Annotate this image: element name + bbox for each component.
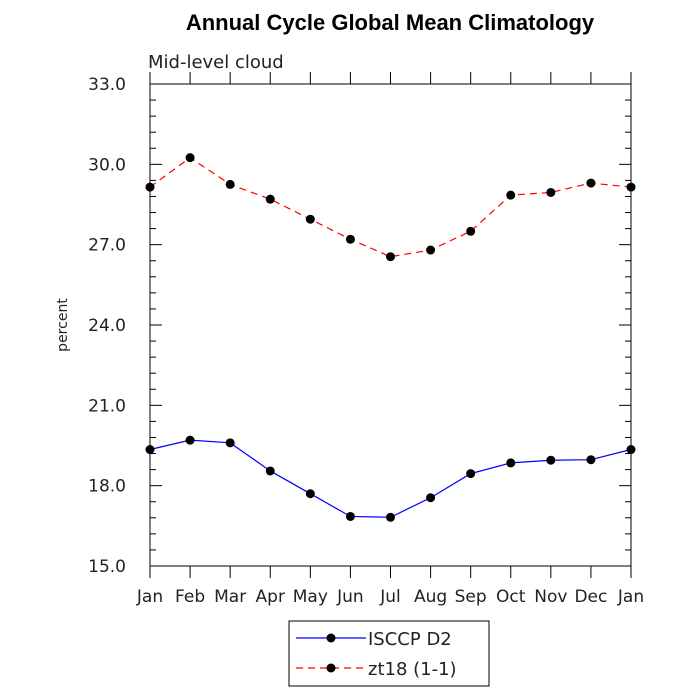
data-point [225, 438, 235, 448]
series-line [149, 439, 632, 518]
data-point [586, 455, 596, 465]
legend-marker [326, 633, 336, 643]
data-point [426, 493, 436, 503]
x-tick-label: Jun [336, 587, 364, 607]
x-tick-label: Jan [617, 587, 644, 607]
data-point [265, 194, 275, 204]
y-tick-label: 18.0 [88, 477, 126, 497]
data-point [586, 178, 596, 188]
data-point [546, 187, 556, 197]
data-point [626, 445, 636, 455]
y-tick-label: 33.0 [88, 75, 126, 95]
axes-layer: 15.0 18.0 21.0 24.0 27.0 30.0 33.0 Jan Feb Mar Apr… [88, 72, 644, 607]
data-point [265, 466, 275, 476]
legend-label: zt18 (1-1) [368, 659, 457, 680]
x-tick-label: Feb [175, 587, 205, 607]
data-point [466, 469, 476, 479]
x-tick-label: Sep [455, 587, 487, 607]
series-1 [145, 153, 636, 262]
chart-subtitle: Mid-level cloud [148, 52, 284, 73]
x-tick-label: Dec [574, 587, 607, 607]
y-tick-label: 15.0 [88, 557, 126, 577]
x-tick-label: Oct [496, 587, 526, 607]
y-axis-label: percent [55, 298, 71, 352]
series-0 [145, 435, 636, 522]
legend-box [288, 620, 490, 687]
data-point [386, 252, 395, 262]
legend: ISCCP D2 zt18 (1-1) [288, 620, 490, 687]
data-point [506, 458, 516, 468]
legend-marker [326, 663, 336, 673]
data-point [145, 445, 155, 455]
series-layer [145, 153, 636, 522]
y-tick-label: 30.0 [88, 155, 126, 175]
data-point [305, 214, 315, 224]
y-tick-label: 21.0 [88, 396, 126, 416]
x-tick-label: Jan [136, 587, 163, 607]
data-point [546, 455, 556, 465]
x-tick-label: Aug [414, 587, 447, 607]
x-tick-label: Nov [534, 587, 567, 607]
chart-title: Annual Cycle Global Mean Climatology [186, 10, 595, 35]
series-line [149, 156, 632, 258]
legend-label: ISCCP D2 [368, 629, 452, 650]
data-point [345, 234, 355, 244]
data-point [626, 182, 636, 192]
data-point [426, 245, 436, 255]
data-point [185, 435, 195, 445]
data-point [386, 512, 395, 522]
data-point [506, 190, 516, 200]
data-point [305, 489, 315, 499]
y-tick-label: 24.0 [88, 316, 126, 336]
x-tick-label: Jul [379, 587, 401, 607]
data-point [466, 226, 476, 236]
x-tick-label: Apr [256, 587, 285, 607]
x-tick-label: May [293, 587, 328, 607]
plot-frame [149, 83, 632, 567]
data-point [225, 179, 235, 189]
data-point [145, 182, 155, 192]
y-tick-label: 27.0 [88, 236, 126, 256]
data-point [185, 153, 195, 163]
x-tick-label: Mar [214, 587, 246, 607]
data-point [345, 511, 355, 521]
